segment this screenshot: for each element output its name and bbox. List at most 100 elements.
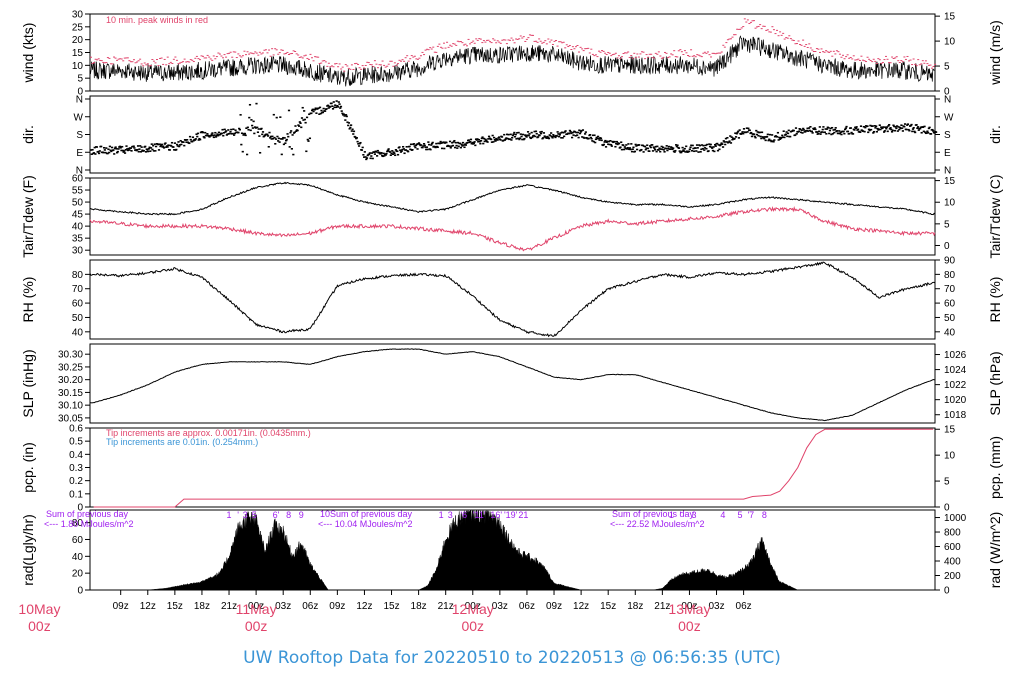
tick-label-right: 15 bbox=[944, 12, 956, 23]
tick-label-right: 800 bbox=[944, 528, 961, 539]
tick-label-left: 70 bbox=[72, 284, 84, 295]
hour-tick-label: 03z bbox=[275, 601, 291, 612]
hour-tick-label: 06z bbox=[302, 601, 318, 612]
axis-label-right: dir. bbox=[987, 125, 1003, 144]
sea-level-pressure-line bbox=[89, 348, 936, 422]
tick-label-left: 30.15 bbox=[58, 388, 83, 399]
panel-temperature: Tair/Tdew (F) Tair/Tdew (C)30354045505560… bbox=[20, 174, 1003, 259]
tick-label-right: 1022 bbox=[944, 380, 967, 391]
hour-tick-label: 21z bbox=[654, 601, 670, 612]
hour-tick-label: 09z bbox=[546, 601, 562, 612]
hour-mark: ' bbox=[680, 510, 682, 520]
tick-label-right: 600 bbox=[944, 542, 961, 553]
hour-tick-label: 21z bbox=[438, 601, 454, 612]
tick-label-right: 10 bbox=[944, 451, 956, 462]
tick-label-right: 1024 bbox=[944, 365, 967, 376]
tick-label-right: 10 bbox=[944, 37, 956, 48]
tick-label-left: 15 bbox=[72, 48, 84, 59]
tick-label-left: 0.4 bbox=[69, 450, 83, 461]
time-axis: 09z 12z 15z 18z 21z 00z 03z 06z 09z 12z 15z 18z 21z 0… bbox=[18, 590, 752, 634]
axis-label-left: Tair/Tdew (F) bbox=[20, 175, 36, 257]
hour-mark: 4 bbox=[720, 510, 725, 520]
panel-radiation: rad(Lgly/hr) rad (W/m^2)02040608002004006… bbox=[20, 509, 1003, 597]
wind-direction-points bbox=[90, 100, 938, 161]
tick-label-left: 0.3 bbox=[69, 463, 83, 474]
hour-tick-label: 03z bbox=[708, 601, 724, 612]
precipitation-line bbox=[93, 428, 934, 508]
hour-tick-label: 15z bbox=[167, 601, 183, 612]
tick-label-right: 0 bbox=[944, 241, 950, 252]
solar-radiation-area bbox=[90, 510, 935, 591]
daily-sum-value-1: <--- 10.04 MJoules/m^2 bbox=[318, 519, 413, 529]
day-label-date: 11May bbox=[236, 601, 277, 617]
tick-label-right: 0 bbox=[944, 586, 950, 597]
hour-tick-label: 00z bbox=[248, 601, 264, 612]
hour-mark: 3 bbox=[691, 510, 696, 520]
axis-label-right: SLP (hPa) bbox=[987, 351, 1003, 415]
hour-mark: 1 bbox=[439, 510, 444, 520]
tick-label-left: S bbox=[76, 130, 83, 141]
tick-label-right: 5 bbox=[944, 477, 950, 488]
tick-label-left: 20 bbox=[72, 569, 84, 580]
tick-label-left: 30.05 bbox=[58, 413, 83, 424]
hour-mark: 8 bbox=[762, 510, 767, 520]
precip-note-1: Tip increments are 0.01in. (0.254mm.) bbox=[106, 437, 258, 447]
hour-tick-label: 18z bbox=[627, 601, 643, 612]
tick-label-left: 0 bbox=[77, 586, 83, 597]
tick-label-left: N bbox=[76, 166, 83, 177]
hour-mark: 5 bbox=[737, 510, 742, 520]
tick-label-left: 30 bbox=[72, 246, 84, 257]
hour-mark: 3 bbox=[448, 510, 453, 520]
tick-label-left: 0.2 bbox=[69, 476, 83, 487]
panel-frame bbox=[89, 343, 936, 424]
tick-label-right: W bbox=[944, 112, 954, 123]
hour-tick-label: 18z bbox=[194, 601, 210, 612]
tick-label-left: 60 bbox=[72, 299, 84, 310]
peak-wind-note: 10 min. peak winds in red bbox=[106, 15, 208, 25]
tick-label-right: 1000 bbox=[944, 513, 967, 524]
hour-mark: 16' bbox=[490, 510, 502, 520]
tick-label-right: S bbox=[944, 130, 951, 141]
tick-label-right: 200 bbox=[944, 571, 961, 582]
tick-label-left: 0 bbox=[77, 87, 83, 98]
daily-sum-value-2: <--- 22.52 MJoules/m^2 bbox=[610, 519, 705, 529]
tick-label-left: 80 bbox=[72, 518, 84, 529]
tick-label-left: 50 bbox=[72, 198, 84, 209]
dewpoint-line bbox=[89, 205, 936, 252]
hour-tick-label: 09z bbox=[113, 601, 129, 612]
axis-label-right: pcp. (mm) bbox=[987, 436, 1003, 499]
tick-label-right: 90 bbox=[944, 256, 956, 267]
tick-label-left: 30.25 bbox=[58, 362, 83, 373]
tick-label-left: 0 bbox=[77, 503, 83, 514]
tick-label-left: 60 bbox=[72, 535, 84, 546]
tick-label-left: W bbox=[74, 112, 84, 123]
hour-tick-label: 03z bbox=[492, 601, 508, 612]
tick-label-left: 45 bbox=[72, 210, 84, 221]
tick-label-right: 60 bbox=[944, 299, 956, 310]
tick-label-left: 0.1 bbox=[69, 489, 83, 500]
day-label-hour: 00z bbox=[461, 618, 484, 634]
axis-label-left: SLP (inHg) bbox=[20, 349, 36, 417]
day-label-hour: 00z bbox=[678, 618, 701, 634]
day-label-hour: 00z bbox=[245, 618, 268, 634]
hour-mark: 5 bbox=[252, 510, 257, 520]
tick-label-right: 50 bbox=[944, 313, 956, 324]
air-temperature-line bbox=[89, 181, 936, 216]
tick-label-right: 0 bbox=[944, 503, 950, 514]
axis-label-left: rad(Lgly/hr) bbox=[20, 514, 36, 586]
tick-label-left: 0.5 bbox=[69, 437, 83, 448]
tick-label-left: 50 bbox=[72, 313, 84, 324]
tick-label-right: N bbox=[944, 166, 951, 177]
panel-frame bbox=[89, 177, 936, 256]
axis-label-left: pcp. (in) bbox=[20, 442, 36, 493]
hour-mark: 3 bbox=[243, 510, 248, 520]
tick-label-left: 0.6 bbox=[69, 424, 83, 435]
tick-label-right: 1018 bbox=[944, 410, 967, 421]
hour-tick-label: 00z bbox=[681, 601, 697, 612]
hour-tick-label: 18z bbox=[411, 601, 427, 612]
hour-mark: 6' bbox=[273, 510, 280, 520]
daily-sum-value-0: <--- 1.80 MJoules/m^2 bbox=[44, 519, 134, 529]
tick-label-left: 30.10 bbox=[58, 401, 83, 412]
